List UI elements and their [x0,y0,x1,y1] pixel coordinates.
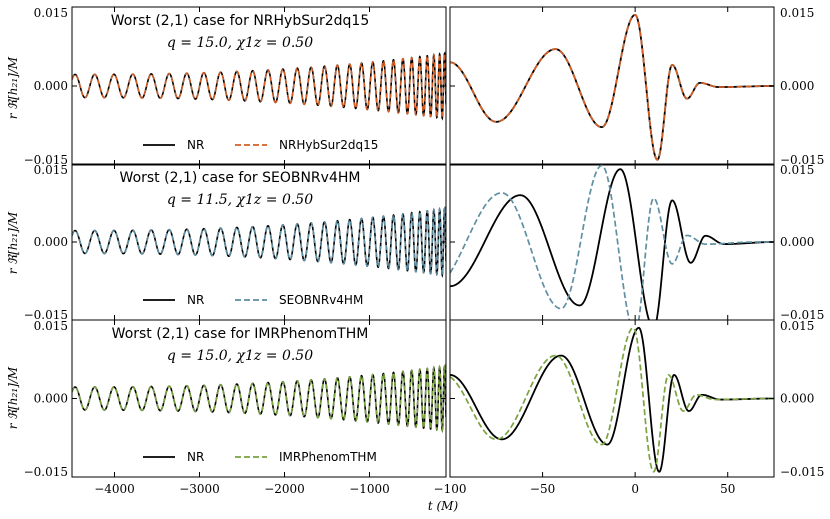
panel-title: Worst (2,1) case for SEOBNRv4HM [120,170,361,186]
y-tick-label-left: 0.015 [34,6,68,20]
model-ringdown-line [450,164,774,320]
model-inspiral-line [72,51,446,121]
right-panel-frame [449,163,775,321]
y-tick-label-right: 0.000 [780,235,814,249]
model-inspiral-line [72,206,446,278]
panel-subtitle: q = 15.0, χ1z = 0.50 [167,35,313,51]
x-tick-label: −100 [434,482,467,496]
x-axis-label: t (M) [428,499,459,513]
y-tick-label-right: −0.015 [780,153,824,167]
nr-ringdown-line [450,13,774,161]
y-tick-label-right: −0.015 [780,308,824,322]
legend-nr-label: NR [187,138,204,152]
x-tick-label: −3000 [179,482,220,496]
x-tick-label: −4000 [94,482,135,496]
panel-row-3: −0.015 −0.015 0.000 0.000 0.015 0.015 −4000 −30… [24,319,825,496]
y-tick-label-left: 0.000 [34,235,68,249]
y-tick-label-right: −0.015 [780,465,824,479]
model-ringdown-line [450,326,774,473]
y-tick-label-left: −0.015 [24,465,68,479]
panel-title: Worst (2,1) case for IMRPhenomTHM [112,326,369,342]
model-inspiral-line [72,364,446,433]
x-tick-label: −2000 [264,482,305,496]
legend-nr-label: NR [187,293,204,307]
panel-title: Worst (2,1) case for NRHybSur2dq15 [111,13,369,29]
y-tick-label-right: 0.000 [780,392,814,406]
y-axis-label-top: r ℜ[h₂₁]/M [6,56,20,119]
right-panel-frame [449,319,775,478]
panel-row-1: −0.015 −0.015 0.000 0.000 0.015 0.015 Worst (2… [24,6,825,167]
y-tick-label-left: 0.000 [34,79,68,93]
legend-model-label: IMRPhenomTHM [279,450,377,464]
y-axis-label-middle: r ℜ[h₂₁]/M [6,211,20,274]
panel-row-2: −0.015 −0.015 0.000 0.000 0.015 0.015 Worst (2… [24,163,825,322]
y-tick-label-left: −0.015 [24,308,68,322]
x-tick-label: 50 [720,482,735,496]
y-tick-label-right: 0.000 [780,79,814,93]
panel-subtitle: q = 15.0, χ1z = 0.50 [167,348,313,364]
y-tick-label-left: −0.015 [24,153,68,167]
y-tick-label-right: 0.015 [780,319,814,333]
y-tick-label-right: 0.015 [780,6,814,20]
x-tick-label: −1000 [349,482,390,496]
legend-nr-label: NR [187,450,204,464]
y-tick-label-left: 0.015 [34,319,68,333]
y-axis-label-bottom: r ℜ[h₂₁]/M [6,366,20,429]
y-tick-label-right: 0.015 [780,163,814,177]
y-tick-label-left: 0.015 [34,163,68,177]
legend-model-label: SEOBNRv4HM [279,293,363,307]
panel-subtitle: q = 11.5, χ1z = 0.50 [167,192,313,208]
legend-model-label: NRHybSur2dq15 [279,138,378,152]
x-tick-label: −50 [530,482,555,496]
x-tick-label: 0 [631,482,639,496]
model-ringdown-line [450,14,774,161]
y-tick-label-left: 0.000 [34,392,68,406]
right-panel-frame [449,6,775,166]
